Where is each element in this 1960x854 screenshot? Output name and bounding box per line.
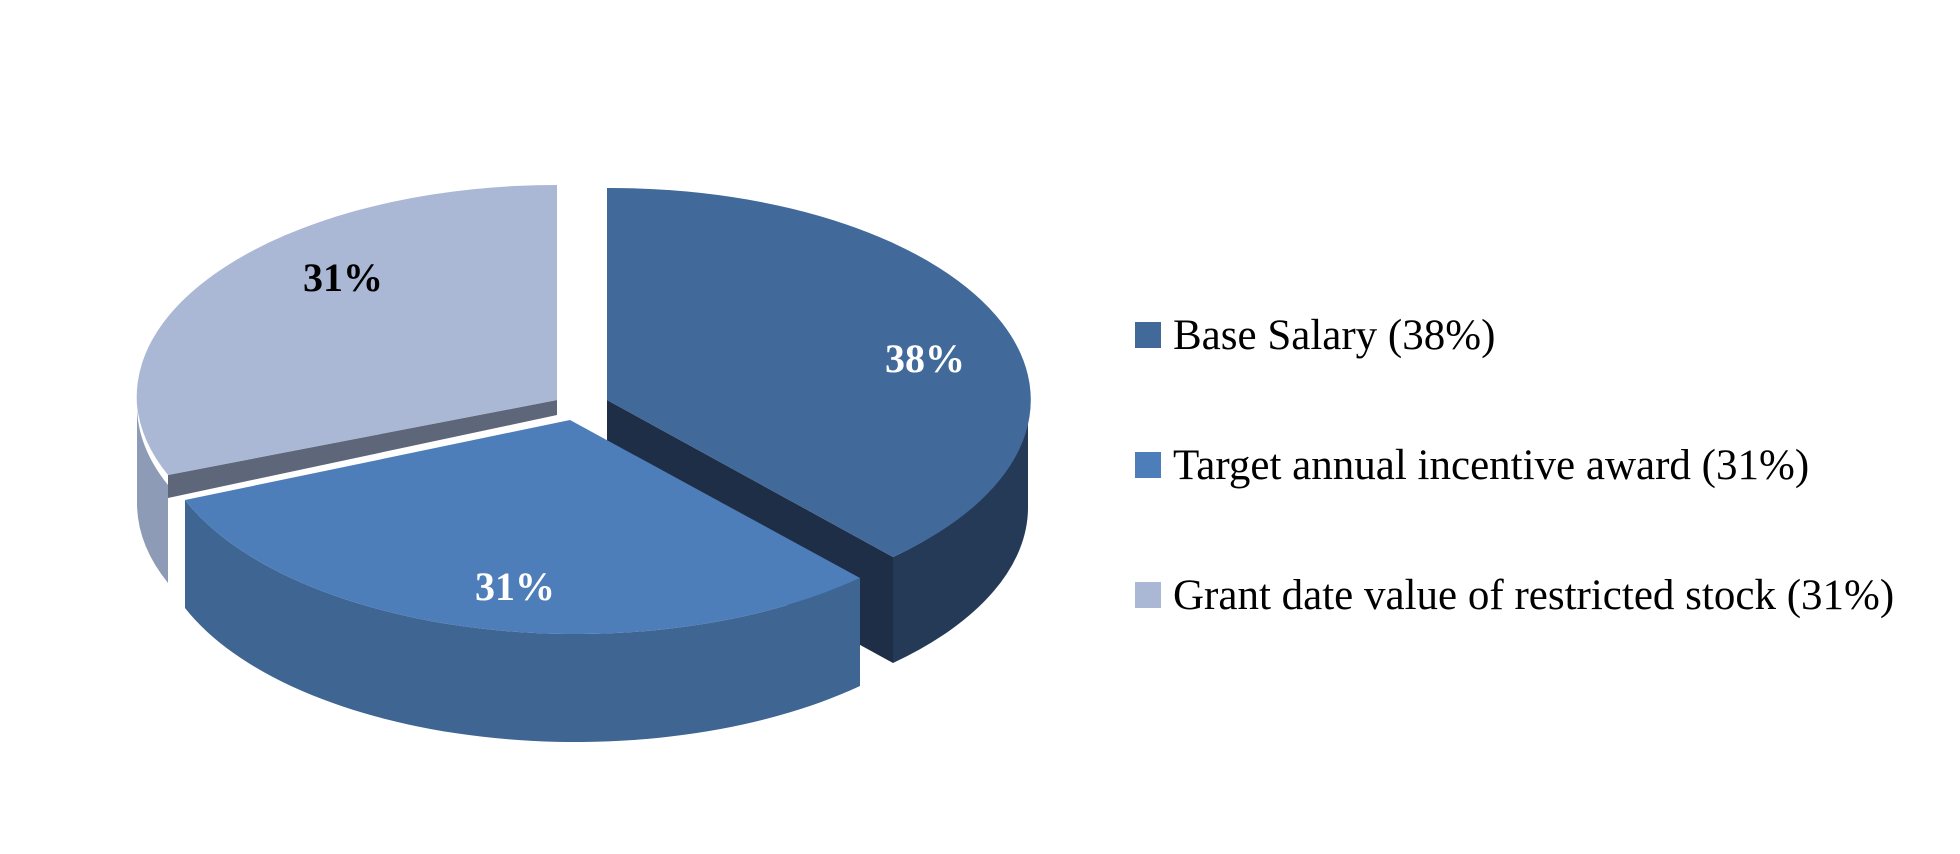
legend-item-incentive-award: Target annual incentive award (31%): [1135, 400, 1935, 530]
restricted-stock-cut-face: [168, 400, 557, 498]
legend-label-incentive-award: Target annual incentive award (31%): [1173, 441, 1810, 489]
base-salary-side: [893, 400, 1029, 663]
incentive-award-top: [185, 420, 860, 635]
slice-label-incentive-award: 31%: [475, 564, 555, 609]
restricted-stock-top: [136, 184, 557, 475]
base-salary-top: [607, 187, 1031, 557]
legend-label-base-salary: Base Salary (38%): [1173, 311, 1496, 359]
pie-slice-incentive-award: [185, 420, 860, 743]
pie-slice-restricted-stock: [136, 184, 557, 583]
incentive-award-side: [185, 500, 860, 743]
legend-item-restricted-stock: Grant date value of restricted stock (31…: [1135, 530, 1935, 660]
legend-swatch-incentive-award: [1135, 452, 1161, 478]
legend-label-restricted-stock: Grant date value of restricted stock (31…: [1173, 571, 1895, 619]
legend-item-base-salary: Base Salary (38%): [1135, 270, 1935, 400]
restricted-stock-side: [136, 405, 168, 583]
legend-swatch-restricted-stock: [1135, 582, 1161, 608]
legend-swatch-base-salary: [1135, 322, 1161, 348]
slice-label-base-salary: 38%: [885, 336, 965, 381]
chart-legend: Base Salary (38%) Target annual incentiv…: [1135, 270, 1935, 660]
slice-label-restricted-stock: 31%: [303, 255, 383, 300]
